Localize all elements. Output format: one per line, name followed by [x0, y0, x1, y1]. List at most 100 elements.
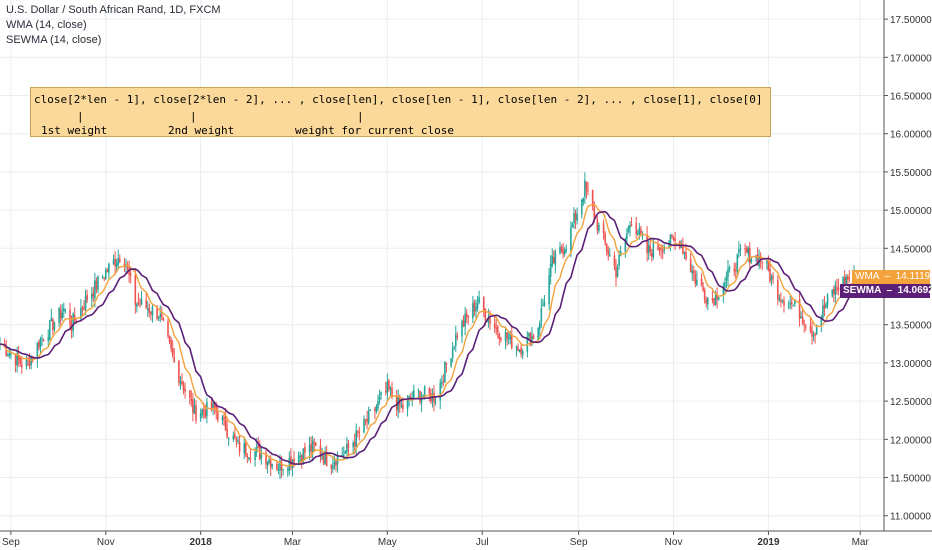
y-tick-label: 14.50000 [890, 244, 932, 255]
candle-body [756, 254, 759, 266]
candle-body [587, 190, 589, 192]
candle-body [657, 242, 659, 250]
x-tick-label: Nov [665, 537, 683, 548]
candle-body [92, 293, 95, 297]
candle-body [10, 353, 12, 356]
candle-body [548, 275, 550, 305]
indicator-sewma-label[interactable]: SEWMA (14, close) [6, 34, 102, 46]
candle-body [532, 335, 535, 339]
candle-body [380, 392, 382, 396]
candle-body [836, 287, 838, 289]
candle-body [739, 248, 742, 250]
sewma-line [0, 210, 861, 465]
candle-body [582, 197, 585, 202]
candle-body [192, 399, 194, 413]
candle-body [510, 333, 513, 348]
candle-body [17, 354, 20, 360]
symbol-title[interactable]: U.S. Dollar / South African Rand, 1D, FX… [6, 4, 221, 16]
candle-body [300, 455, 303, 462]
candle-body [366, 419, 368, 422]
candle-body [123, 263, 126, 266]
candle-body [28, 358, 31, 366]
candle-body [641, 234, 644, 236]
candle-body [694, 274, 697, 284]
candle-body [47, 337, 50, 341]
candle-body [83, 306, 85, 310]
candle-body [118, 258, 121, 263]
candle-body [249, 458, 252, 460]
candle-body [809, 326, 812, 331]
note-label-current-weight: weight for current close [295, 124, 454, 137]
candle-body [804, 326, 807, 328]
candle-body [400, 406, 403, 408]
candle-body [226, 429, 228, 438]
y-tick-label: 17.00000 [890, 53, 932, 64]
candle-body [412, 390, 415, 399]
candle-body [311, 440, 314, 453]
time-scale[interactable]: Sep Nov 2018 Mar May Jul Sep Nov 2019 Mar [2, 531, 870, 548]
candle-body [112, 259, 115, 265]
candle-body [212, 402, 214, 409]
candle-body [293, 458, 295, 465]
candle-body [375, 406, 378, 412]
candle-body [157, 317, 160, 319]
candle-body [549, 263, 552, 277]
candle-body [342, 454, 345, 457]
candle-body [528, 333, 530, 337]
candle-body [38, 341, 40, 349]
candle-body [363, 418, 365, 433]
y-tick-label: 15.50000 [890, 168, 932, 179]
candle-body [195, 405, 197, 421]
candle-body [769, 269, 771, 282]
candle-body [717, 297, 720, 301]
candle-body [794, 299, 796, 304]
candle-body [280, 461, 283, 471]
candle-body [542, 304, 544, 307]
candle-body [269, 460, 272, 468]
candle-body [333, 462, 336, 465]
candle-body [766, 261, 768, 263]
candle-body [84, 296, 87, 310]
candle-body [146, 308, 149, 310]
candle-body [832, 289, 835, 294]
candle-body [703, 289, 706, 300]
candle-body [750, 258, 753, 263]
candle-body [321, 456, 323, 459]
candle-body [761, 262, 764, 264]
candle-body [560, 247, 563, 252]
candle-body [692, 270, 695, 274]
annotation-note[interactable]: close[2*len - 1], close[2*len - 2], ... … [30, 87, 771, 137]
candle-body [496, 326, 499, 333]
x-tick-label: 2019 [757, 537, 780, 548]
candle-body [358, 431, 361, 433]
candle-body [94, 280, 96, 299]
candle-body [696, 279, 698, 286]
candle-body [815, 326, 818, 335]
candle-body [538, 323, 541, 330]
candle-body [73, 314, 76, 321]
candle-body [790, 301, 793, 304]
candle-body [322, 455, 325, 464]
candle-body [364, 419, 367, 421]
x-tick-label: Sep [2, 537, 20, 548]
price-scale[interactable]: 11.00000 11.50000 12.00000 12.50000 13.00000… [884, 15, 932, 523]
candle-body [286, 469, 289, 471]
candle-body [683, 252, 686, 254]
candle-body [472, 303, 474, 318]
y-tick-label: 16.00000 [890, 130, 932, 141]
indicator-wma-label[interactable]: WMA (14, close) [6, 19, 87, 31]
candle-body [638, 227, 641, 235]
candle-body [156, 305, 158, 319]
candle-body [206, 401, 208, 417]
candle-body [150, 311, 152, 314]
x-tick-label: Sep [570, 537, 588, 548]
candle-body [780, 300, 782, 302]
candle-body [674, 238, 676, 242]
candle-body [20, 364, 23, 368]
candle-body [658, 247, 661, 251]
candlestick-series [0, 172, 862, 480]
candle-body [86, 294, 88, 301]
candle-body [650, 253, 653, 257]
candle-body [574, 212, 577, 221]
